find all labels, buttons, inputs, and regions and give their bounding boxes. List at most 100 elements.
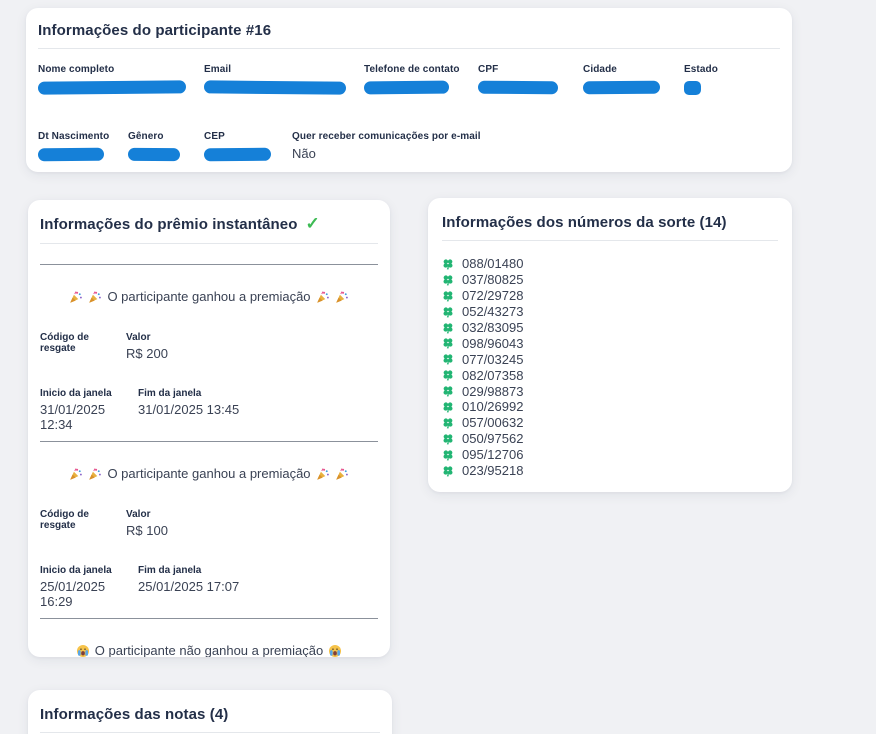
field-label: Fim da janela bbox=[138, 565, 202, 576]
field-email: Email bbox=[203, 64, 364, 95]
lucky-number-item: 037/80825 bbox=[442, 272, 778, 288]
field-label: Valor bbox=[126, 332, 151, 343]
redaction-mark bbox=[37, 147, 105, 162]
field-label: Dt Nascimento bbox=[38, 131, 110, 142]
party-popper-icon bbox=[69, 290, 83, 304]
clover-icon bbox=[442, 306, 454, 318]
field-cpf: CPF bbox=[477, 64, 583, 95]
title-divider bbox=[40, 243, 378, 244]
lucky-number: 052/43273 bbox=[462, 304, 524, 320]
clover-icon bbox=[442, 385, 454, 397]
field-genero: Gênero bbox=[127, 131, 204, 162]
clover-icon bbox=[442, 258, 454, 270]
field-label: Fim da janela bbox=[138, 388, 202, 399]
crying-face-icon bbox=[76, 644, 90, 658]
field-label: CEP bbox=[204, 131, 225, 142]
lucky-number-item: 029/98873 bbox=[442, 383, 778, 399]
window-start-value: 25/01/2025 16:29 bbox=[40, 579, 106, 609]
section-divider bbox=[40, 441, 378, 442]
crying-face-icon bbox=[328, 644, 342, 658]
lucky-number-item: 050/97562 bbox=[442, 431, 778, 447]
prize-window-row: Inicio da janela 25/01/2025 16:29 Fim da… bbox=[40, 565, 378, 609]
field-label: Inicio da janela bbox=[40, 565, 112, 576]
redaction-mark bbox=[683, 80, 702, 96]
field-label: Gênero bbox=[128, 131, 164, 142]
prize-section-won-1: O participante ganhou a premiação Código… bbox=[40, 289, 378, 442]
prize-value: R$ 200 bbox=[126, 346, 168, 361]
prize-section-lost: O participante não ganhou a premiação In… bbox=[40, 643, 378, 657]
lucky-numbers-list: 088/01480 037/80825 072/29728 052/43273 … bbox=[442, 256, 778, 478]
notes-card: Informações das notas (4) bbox=[28, 690, 392, 734]
redaction-mark bbox=[37, 80, 187, 95]
redaction-mark bbox=[477, 80, 559, 95]
clover-icon bbox=[442, 449, 454, 461]
lucky-number: 057/00632 bbox=[462, 415, 524, 431]
title-divider bbox=[442, 240, 778, 241]
redeem-code-field: Código de resgate bbox=[40, 509, 126, 549]
prize-code-value-row: Código de resgate Valor R$ 200 bbox=[40, 332, 378, 372]
redaction-mark bbox=[127, 147, 181, 162]
clover-icon bbox=[442, 290, 454, 302]
check-icon: ✓ bbox=[305, 214, 320, 233]
lucky-number: 072/29728 bbox=[462, 288, 524, 304]
lucky-number: 095/12706 bbox=[462, 447, 524, 463]
lucky-number-item: 088/01480 bbox=[442, 256, 778, 272]
prize-value: R$ 100 bbox=[126, 523, 168, 538]
window-end-field: Fim da janela 25/01/2025 17:07 bbox=[138, 565, 239, 609]
prize-result-message: O participante ganhou a premiação bbox=[40, 466, 378, 481]
lucky-number: 037/80825 bbox=[462, 272, 524, 288]
lucky-number-item: 010/26992 bbox=[442, 399, 778, 415]
redeem-code-value bbox=[40, 534, 126, 549]
field-label: Nome completo bbox=[38, 64, 115, 75]
field-label: Código de resgate bbox=[40, 509, 89, 531]
lucky-number: 050/97562 bbox=[462, 431, 524, 447]
clover-icon bbox=[442, 465, 454, 477]
lucky-number-item: 023/95218 bbox=[442, 463, 778, 479]
title-divider bbox=[40, 732, 380, 733]
prize-result-message: O participante não ganhou a premiação bbox=[40, 643, 378, 657]
clover-icon bbox=[442, 401, 454, 413]
clover-icon bbox=[442, 337, 454, 349]
field-label: CPF bbox=[478, 64, 499, 75]
prize-message-text: O participante ganhou a premiação bbox=[107, 466, 311, 481]
lucky-number: 082/07358 bbox=[462, 367, 524, 383]
participant-info-card: Informações do participante #16 Nome com… bbox=[26, 8, 792, 172]
prize-code-value-row: Código de resgate Valor R$ 100 bbox=[40, 509, 378, 549]
field-label: Email bbox=[204, 64, 232, 75]
participant-card-title: Informações do participante #16 bbox=[38, 22, 272, 39]
field-cidade: Cidade bbox=[582, 64, 684, 95]
prize-card-title: Informações do prêmio instantâneo ✓ bbox=[40, 214, 378, 234]
prize-result-message: O participante ganhou a premiação bbox=[40, 289, 378, 304]
lucky-number-item: 098/96043 bbox=[442, 335, 778, 351]
section-divider bbox=[40, 264, 378, 265]
lucky-number-item: 072/29728 bbox=[442, 288, 778, 304]
lucky-number: 088/01480 bbox=[462, 256, 524, 272]
field-cep: CEP bbox=[203, 131, 292, 162]
clover-icon bbox=[442, 417, 454, 429]
lucky-number-item: 057/00632 bbox=[442, 415, 778, 431]
window-end-value: 25/01/2025 17:07 bbox=[138, 579, 240, 594]
field-label: Código de resgate bbox=[40, 332, 89, 354]
title-divider bbox=[38, 48, 780, 49]
prize-message-text: O participante ganhou a premiação bbox=[107, 289, 311, 304]
clover-icon bbox=[442, 353, 454, 365]
lucky-number: 029/98873 bbox=[462, 383, 524, 399]
party-popper-icon bbox=[335, 290, 349, 304]
field-comunicacoes: Quer receber comunicações por e-mail Não bbox=[292, 131, 481, 161]
clover-icon bbox=[442, 433, 454, 445]
field-dt-nascimento: Dt Nascimento bbox=[37, 131, 128, 162]
party-popper-icon bbox=[335, 467, 349, 481]
instant-prize-card: Informações do prêmio instantâneo ✓ O pa… bbox=[28, 200, 390, 657]
redaction-mark bbox=[203, 80, 347, 95]
window-start-value: 31/01/2025 12:34 bbox=[40, 402, 106, 432]
participant-fields-row-2: Dt Nascimento Gênero CEP Quer receber co… bbox=[37, 131, 780, 162]
field-label: Telefone de contato bbox=[364, 64, 460, 75]
lucky-number: 077/03245 bbox=[462, 351, 524, 367]
redeem-code-field: Código de resgate bbox=[40, 332, 126, 372]
prize-message-text: O participante não ganhou a premiação bbox=[94, 643, 324, 657]
prize-window-row: Inicio da janela 31/01/2025 12:34 Fim da… bbox=[40, 388, 378, 432]
lucky-number: 010/26992 bbox=[462, 399, 524, 415]
party-popper-icon bbox=[88, 467, 102, 481]
party-popper-icon bbox=[316, 467, 330, 481]
field-label: Valor bbox=[126, 509, 151, 520]
